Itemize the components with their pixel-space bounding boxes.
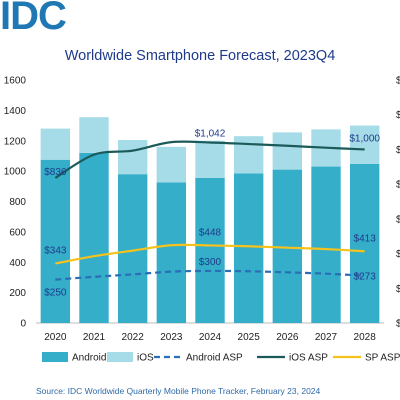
y-tick-label: 0 bbox=[20, 319, 26, 330]
right-y-tick-label: $1,200 bbox=[396, 110, 400, 121]
bar-android bbox=[195, 177, 225, 323]
legend-label: Android bbox=[72, 353, 106, 364]
data-label: $300 bbox=[199, 257, 222, 268]
right-y-tick-label: $1,000 bbox=[396, 145, 400, 156]
line-sp-asp bbox=[55, 243, 365, 265]
bar-android bbox=[156, 182, 187, 323]
bar-ios bbox=[156, 146, 187, 183]
y-tick-label: 800 bbox=[9, 197, 26, 208]
right-y-tick-label: $200 bbox=[396, 284, 400, 295]
right-y-tick-label: $800 bbox=[396, 180, 400, 191]
y-tick-label: 1200 bbox=[4, 136, 27, 147]
x-tick-label: 2021 bbox=[83, 332, 106, 343]
data-label: $343 bbox=[44, 245, 67, 256]
y-tick-label: 1000 bbox=[4, 167, 27, 178]
bar-ios bbox=[233, 136, 264, 174]
legend-swatch bbox=[107, 352, 133, 362]
y-tick-label: 200 bbox=[9, 288, 26, 299]
line-ios-asp bbox=[54, 140, 365, 179]
data-label: $836 bbox=[44, 167, 67, 178]
x-tick-label: 2025 bbox=[238, 332, 261, 343]
x-tick-label: 2026 bbox=[276, 332, 299, 343]
right-y-tick-label: $0 bbox=[396, 319, 400, 330]
bar-ios bbox=[195, 140, 225, 178]
legend-label: Android ASP bbox=[186, 353, 243, 364]
right-y-tick-label: $1,400 bbox=[396, 76, 400, 87]
bar-android bbox=[79, 152, 109, 323]
bar-android bbox=[311, 166, 341, 323]
legend-label: iOS ASP bbox=[289, 353, 328, 364]
x-tick-label: 2028 bbox=[354, 332, 377, 343]
data-label: $413 bbox=[354, 233, 377, 244]
data-label: $1,042 bbox=[195, 128, 226, 139]
data-label: $448 bbox=[199, 227, 222, 238]
right-y-tick-label: $600 bbox=[396, 214, 400, 225]
y-tick-label: 1600 bbox=[4, 76, 27, 87]
bar-android bbox=[233, 173, 264, 323]
bar-ios bbox=[117, 139, 148, 175]
bar-ios bbox=[272, 132, 303, 170]
bar-ios bbox=[40, 128, 71, 160]
line-android-asp bbox=[55, 269, 365, 281]
source-note: Source: IDC Worldwide Quarterly Mobile P… bbox=[36, 386, 321, 396]
x-tick-label: 2024 bbox=[199, 332, 222, 343]
legend-swatch bbox=[42, 352, 68, 362]
y-tick-label: 400 bbox=[9, 258, 26, 269]
bar-ios bbox=[79, 117, 109, 153]
y-tick-label: 600 bbox=[9, 227, 26, 238]
bar-android bbox=[349, 163, 380, 323]
x-tick-label: 2020 bbox=[44, 332, 67, 343]
right-y-tick-label: $400 bbox=[396, 249, 400, 260]
x-tick-label: 2027 bbox=[315, 332, 338, 343]
bar-android bbox=[40, 159, 71, 323]
data-label: $1,000 bbox=[349, 133, 380, 144]
legend-label: iOS bbox=[137, 353, 154, 364]
y-tick-label: 1400 bbox=[4, 106, 27, 117]
data-label: $273 bbox=[354, 272, 377, 283]
data-label: $250 bbox=[44, 288, 67, 299]
bar-ios bbox=[349, 125, 380, 164]
legend-label: SP ASP bbox=[365, 353, 400, 364]
x-tick-label: 2022 bbox=[122, 332, 145, 343]
idc-logo: IDC bbox=[0, 0, 67, 38]
chart-title: Worldwide Smartphone Forecast, 2023Q4 bbox=[64, 48, 336, 64]
x-tick-label: 2023 bbox=[160, 332, 183, 343]
